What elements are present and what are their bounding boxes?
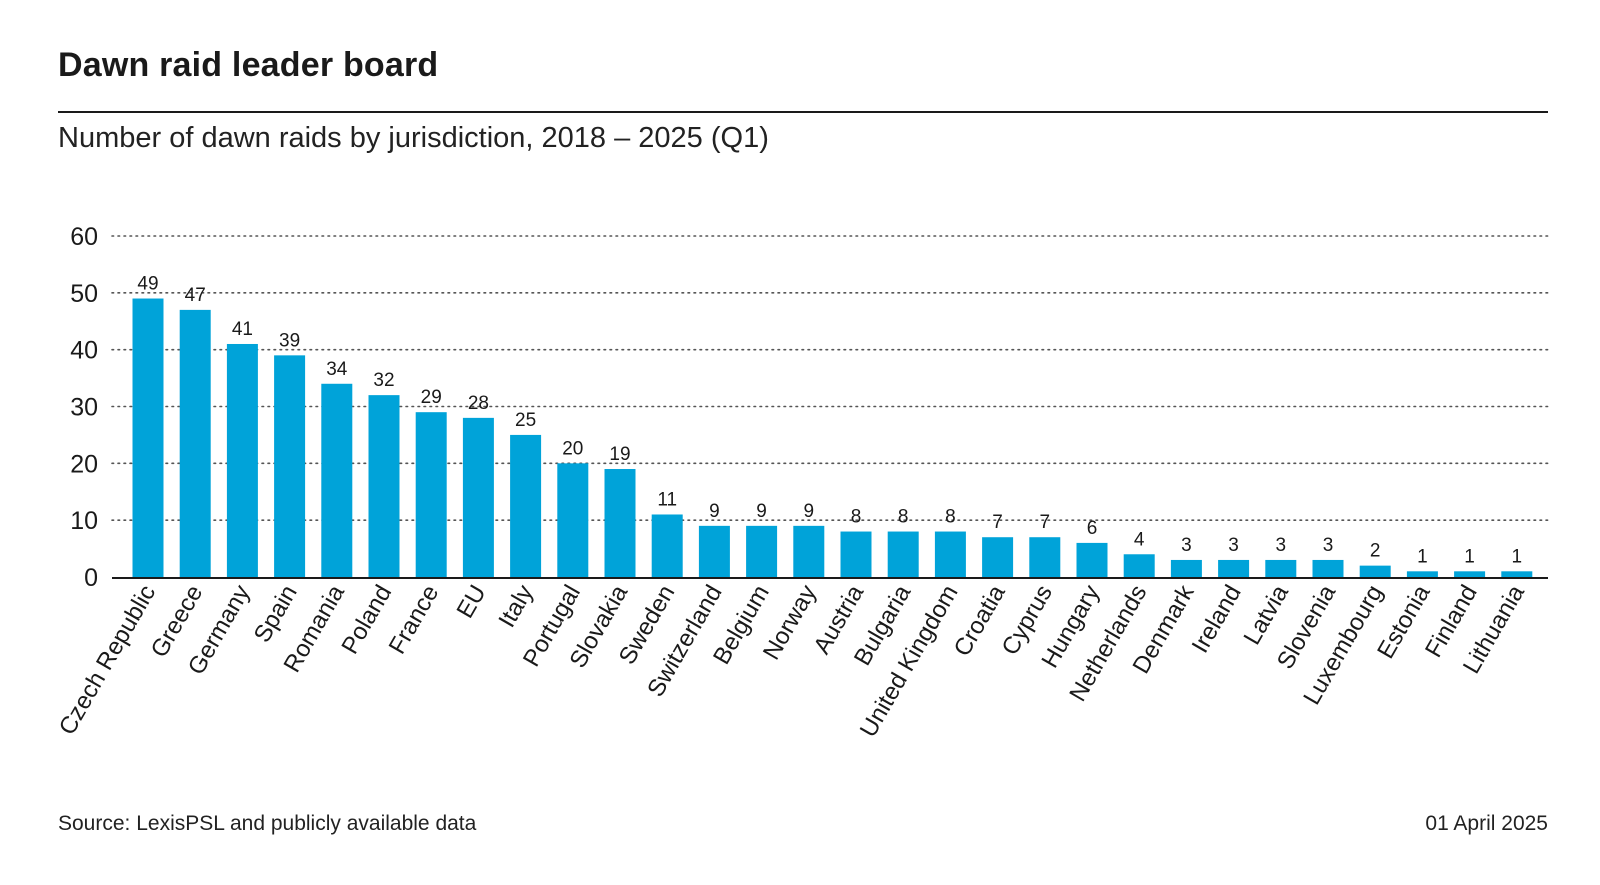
bar xyxy=(132,298,164,577)
data-label: 9 xyxy=(709,501,720,522)
bar xyxy=(934,531,966,577)
bar xyxy=(887,531,919,577)
bar xyxy=(1501,571,1533,577)
y-tick-label: 30 xyxy=(70,394,98,422)
data-label: 4 xyxy=(1134,529,1145,550)
data-label: 25 xyxy=(515,410,536,431)
source-note: Source: LexisPSL and publicly available … xyxy=(58,812,477,835)
bar xyxy=(840,531,872,577)
data-label: 20 xyxy=(562,438,583,459)
data-label: 3 xyxy=(1323,535,1334,556)
data-label: 39 xyxy=(279,330,300,351)
bar xyxy=(1265,559,1297,577)
bar xyxy=(982,537,1014,577)
bar xyxy=(698,525,730,577)
data-label: 3 xyxy=(1181,535,1192,556)
bar xyxy=(462,417,494,577)
x-tick-label: Czech Republic xyxy=(54,581,161,740)
x-tick-label: EU xyxy=(452,581,492,623)
data-label: 11 xyxy=(657,489,677,510)
bar xyxy=(1076,542,1108,577)
data-label: 29 xyxy=(421,387,442,408)
data-label: 32 xyxy=(373,370,394,391)
chart-subtitle: Number of dawn raids by jurisdiction, 20… xyxy=(58,122,769,154)
y-tick-label: 0 xyxy=(84,564,98,592)
data-label: 3 xyxy=(1276,535,1287,556)
data-label: 49 xyxy=(137,274,158,295)
data-label: 1 xyxy=(1512,546,1523,567)
bar xyxy=(1312,559,1344,577)
bar xyxy=(321,383,353,577)
data-label: 34 xyxy=(326,359,348,380)
data-label: 6 xyxy=(1087,518,1098,539)
chart-title: Dawn raid leader board xyxy=(58,46,439,84)
data-label: 47 xyxy=(185,285,206,306)
data-label: 8 xyxy=(945,507,956,528)
y-tick-label: 20 xyxy=(70,450,98,478)
data-label: 9 xyxy=(804,501,815,522)
bar xyxy=(651,514,683,577)
bar xyxy=(179,309,211,577)
bar xyxy=(368,395,400,577)
bar xyxy=(226,343,258,577)
bar xyxy=(415,412,447,577)
bar xyxy=(557,463,589,577)
bar xyxy=(746,525,778,577)
y-tick-label: 40 xyxy=(70,337,98,365)
data-label: 7 xyxy=(1040,512,1051,533)
data-label: 2 xyxy=(1370,541,1381,562)
data-label: 7 xyxy=(992,512,1003,533)
data-label: 9 xyxy=(756,501,767,522)
data-label: 1 xyxy=(1417,546,1428,567)
data-label: 1 xyxy=(1464,546,1475,567)
publication-date: 01 April 2025 xyxy=(1425,812,1548,835)
bar xyxy=(1123,554,1155,577)
bar xyxy=(604,469,636,577)
y-tick-label: 60 xyxy=(70,223,98,251)
y-tick-label: 50 xyxy=(70,280,98,308)
data-label: 28 xyxy=(468,393,489,414)
data-label: 3 xyxy=(1228,535,1239,556)
bar xyxy=(1170,559,1202,577)
y-tick-label: 10 xyxy=(70,507,98,535)
bar xyxy=(274,355,306,577)
data-label: 41 xyxy=(232,319,253,340)
bar xyxy=(1029,537,1061,577)
bar xyxy=(1359,565,1391,577)
bar xyxy=(1406,571,1438,577)
data-label: 19 xyxy=(609,444,630,465)
title-rule xyxy=(58,111,1548,113)
x-tick-label: Italy xyxy=(493,581,538,633)
bar xyxy=(1218,559,1250,577)
data-label: 8 xyxy=(898,507,909,528)
bar xyxy=(510,434,542,577)
data-label: 8 xyxy=(851,507,862,528)
bar xyxy=(1454,571,1486,577)
bar xyxy=(793,525,825,577)
